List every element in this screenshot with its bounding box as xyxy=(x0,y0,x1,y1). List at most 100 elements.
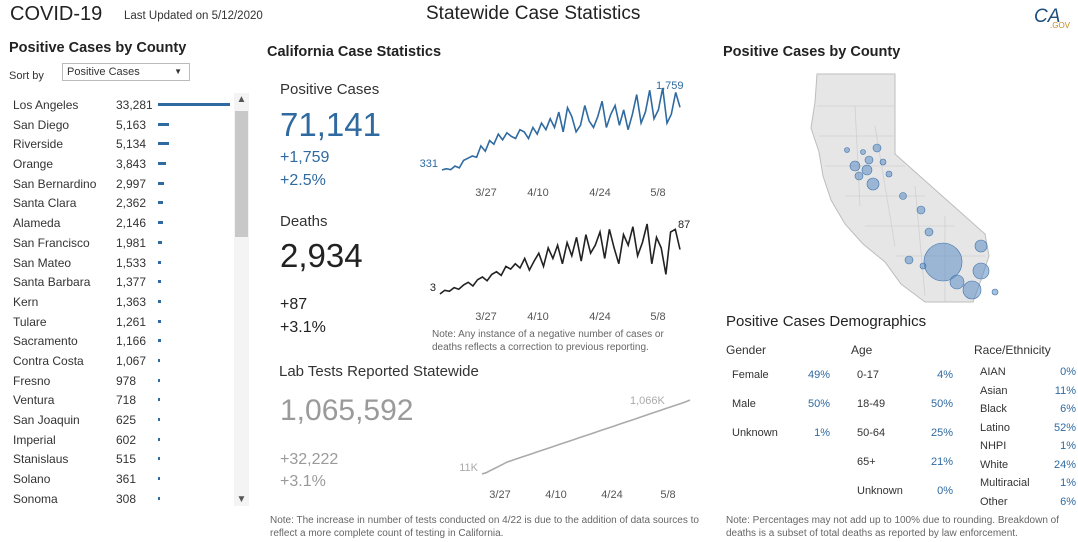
county-name: Santa Clara xyxy=(13,196,77,211)
race-percent: 11% xyxy=(1054,384,1076,397)
lab-tests-trend-chart: 11K 1,066K 3/27 4/10 4/24 5/8 xyxy=(459,395,691,501)
county-name: Kern xyxy=(13,294,39,309)
county-row[interactable]: Riverside 5,134 xyxy=(10,135,234,155)
app-title: COVID-19 xyxy=(10,3,103,25)
county-cases: 3,843 xyxy=(116,157,147,172)
county-cases: 625 xyxy=(116,413,137,427)
negative-cases-note: Note: Any instance of a negative number … xyxy=(432,329,664,353)
lab-tests-note: Note: The increase in number of tests co… xyxy=(270,515,699,539)
race-label: Latino xyxy=(980,421,1010,434)
map-bubble-alameda[interactable] xyxy=(861,164,873,176)
county-row[interactable]: San Joaquin 625 xyxy=(10,411,234,431)
map-bubble-santa-clara[interactable] xyxy=(866,177,880,191)
map-bubble-riverside[interactable] xyxy=(972,262,990,280)
county-name: Ventura xyxy=(13,393,55,408)
county-row[interactable]: San Bernardino 2,997 xyxy=(10,175,234,195)
county-row[interactable]: Kern 1,363 xyxy=(10,293,234,313)
map-bubble-san-bernardino[interactable] xyxy=(974,239,988,253)
california-outline xyxy=(810,73,990,303)
county-row[interactable]: Santa Barbara 1,377 xyxy=(10,273,234,293)
map-bubble-san-mateo[interactable] xyxy=(854,171,864,181)
county-row[interactable]: San Mateo 1,533 xyxy=(10,254,234,274)
stats-title: California Case Statistics xyxy=(267,44,442,60)
map-bubble-fresno[interactable] xyxy=(899,192,907,200)
positive-cases-pct: +2.5% xyxy=(280,172,326,189)
race-percent: 24% xyxy=(1053,458,1076,471)
county-row[interactable]: Sonoma 308 xyxy=(10,490,234,510)
county-cases-bar xyxy=(158,358,161,362)
deaths-pct: +3.1% xyxy=(280,319,326,336)
county-row[interactable]: Imperial 602 xyxy=(10,431,234,451)
map-bubble-ventura[interactable] xyxy=(919,262,927,270)
county-row[interactable]: Tulare 1,261 xyxy=(10,313,234,333)
age-percent: 21% xyxy=(930,456,953,468)
map-bubble-stanislaus[interactable] xyxy=(885,170,893,178)
county-cases: 2,146 xyxy=(116,216,147,231)
california-county-map[interactable] xyxy=(805,66,1020,306)
county-row[interactable]: Orange 3,843 xyxy=(10,155,234,175)
gender-label: Unknown xyxy=(732,427,778,439)
race-label: Other xyxy=(980,495,1008,508)
map-bubble-san-francisco[interactable] xyxy=(849,160,861,172)
map-bubble-sonoma[interactable] xyxy=(844,147,850,153)
county-row[interactable]: Santa Clara 2,362 xyxy=(10,194,234,214)
lab-tests-x-tick: 5/8 xyxy=(660,489,675,501)
county-cases: 515 xyxy=(116,452,137,467)
race-label: Black xyxy=(980,403,1007,415)
chevron-down-icon: ▼ xyxy=(174,67,182,76)
age-label: 0-17 xyxy=(857,369,880,381)
positive-cases-trend-chart: 331 1,759 3/27 4/10 4/24 5/8 xyxy=(420,80,684,199)
positive-cases-total: 71,141 xyxy=(280,106,381,143)
county-cases: 1,377 xyxy=(116,275,147,290)
map-bubble-kern[interactable] xyxy=(924,227,934,237)
age-percent: 25% xyxy=(930,427,953,439)
lab-tests-delta: +32,222 xyxy=(280,451,339,468)
map-bubble-imperial[interactable] xyxy=(991,288,999,296)
county-row[interactable]: San Diego 5,163 xyxy=(10,116,234,136)
map-bubble-los-angeles[interactable] xyxy=(923,242,963,282)
county-row[interactable]: Stanislaus 515 xyxy=(10,450,234,470)
county-name: Santa Barbara xyxy=(13,275,91,290)
county-row[interactable]: Contra Costa 1,067 xyxy=(10,352,234,372)
county-row[interactable]: San Francisco 1,981 xyxy=(10,234,234,254)
county-cases: 718 xyxy=(116,393,137,408)
county-row[interactable]: Alameda 2,146 xyxy=(10,214,234,234)
county-row[interactable]: Sacramento 1,166 xyxy=(10,332,234,352)
deaths-start-label: 3 xyxy=(430,282,436,294)
map-bubble-orange[interactable] xyxy=(949,274,965,290)
scrollbar-thumb[interactable] xyxy=(235,111,248,237)
map-bubble-san-joaquin[interactable] xyxy=(879,158,887,166)
county-cases: 5,163 xyxy=(116,117,147,132)
ca-logo-sub: .GOV xyxy=(1050,21,1070,30)
chevron-down-icon[interactable]: ▼ xyxy=(236,494,247,505)
map-bubble-santa-barbara[interactable] xyxy=(904,255,914,265)
race-percent: 1% xyxy=(1060,477,1076,489)
race-percent: 6% xyxy=(1060,403,1076,415)
gender-percent: 1% xyxy=(814,427,830,439)
deaths-trend-chart: 3 87 3/27 4/10 4/24 5/8 xyxy=(430,219,690,323)
map-bubble-contra-costa[interactable] xyxy=(864,155,874,165)
sort-by-dropdown[interactable]: Positive Cases ▼ xyxy=(62,63,190,81)
county-row[interactable]: Ventura 718 xyxy=(10,391,234,411)
ca-gov-logo[interactable]: CA .GOV xyxy=(1030,2,1070,30)
map-bubble-tulare[interactable] xyxy=(916,205,926,215)
county-cases-bar xyxy=(158,181,165,185)
county-cases: 33,281 xyxy=(116,98,153,112)
county-list[interactable]: Los Angeles 33,281 San Diego 5,163 Riverside… xyxy=(10,96,234,516)
county-cases: 1,166 xyxy=(116,334,147,349)
map-bubble-san-diego[interactable] xyxy=(962,280,982,300)
age-percent: 4% xyxy=(937,369,953,381)
county-row[interactable]: Solano 361 xyxy=(10,470,234,490)
county-row[interactable]: Los Angeles 33,281 xyxy=(10,96,234,116)
map-bubble-sacramento[interactable] xyxy=(872,143,882,153)
chevron-up-icon[interactable]: ▲ xyxy=(236,94,247,105)
county-cases-bar xyxy=(158,496,160,500)
county-name: Sonoma xyxy=(13,491,58,506)
race-label: Multiracial xyxy=(980,477,1030,489)
map-bubble-solano[interactable] xyxy=(860,149,866,155)
county-name: San Joaquin xyxy=(13,413,80,427)
county-cases-bar xyxy=(158,477,160,481)
county-row[interactable]: Fresno 978 xyxy=(10,372,234,392)
county-cases: 361 xyxy=(116,472,137,487)
gender-label: Male xyxy=(732,398,756,410)
